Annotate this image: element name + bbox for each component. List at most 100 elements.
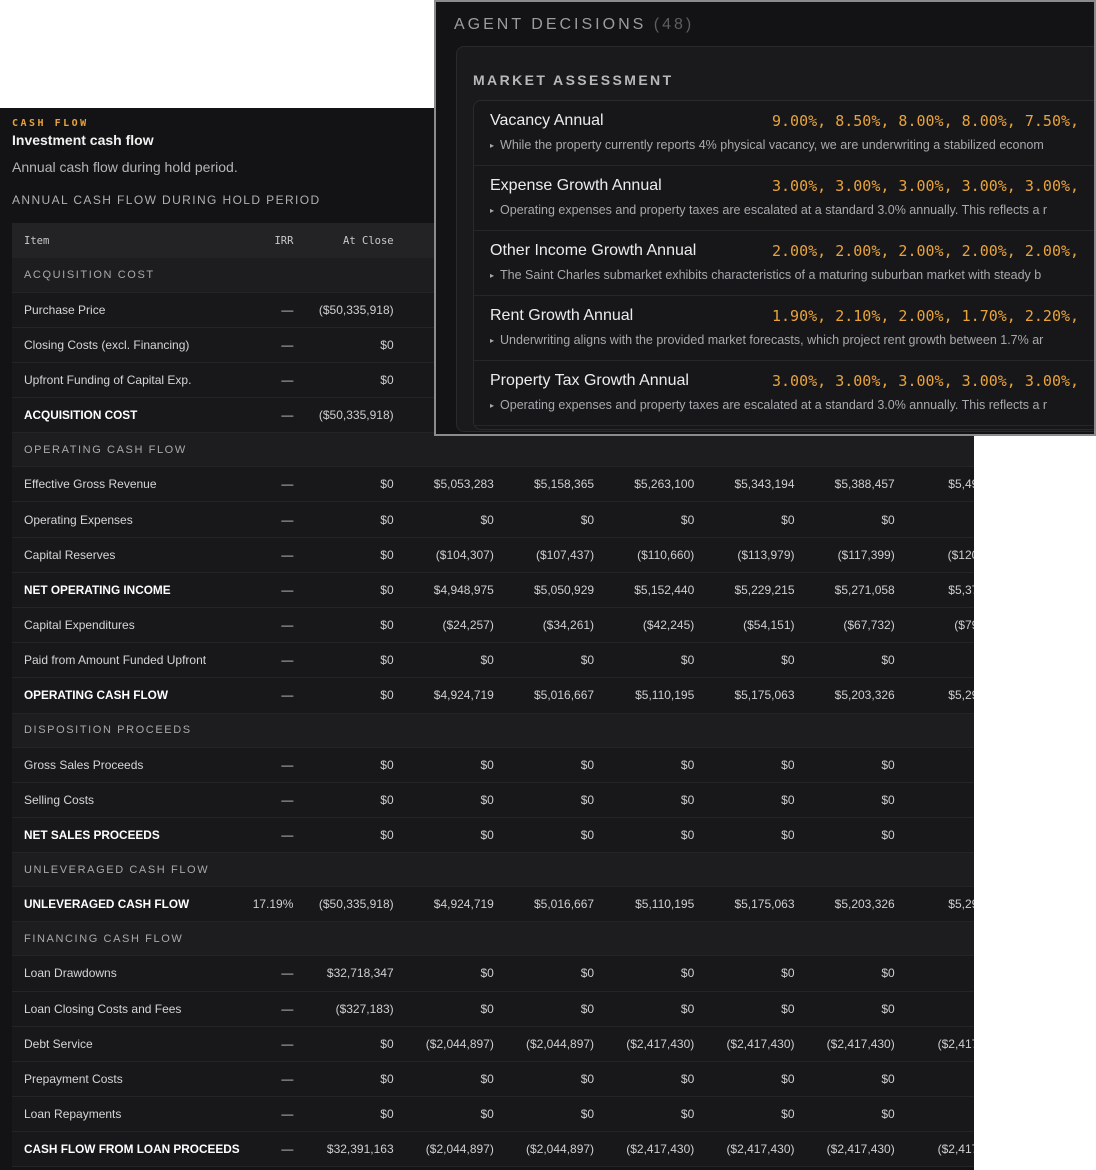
value-cell: ($2,044,897) [425,1142,494,1157]
value-cell: ($120,92 [947,547,974,562]
value-cell: $5,263,100 [634,477,695,492]
expand-triangle-icon[interactable]: ▸ [490,141,495,150]
value-cell: $32,391,163 [326,1142,394,1157]
decision-reason[interactable]: ▸ Underwriting aligns with the provided m… [490,333,1043,347]
decision-item[interactable]: Other Income Growth Annual 2.00%, 2.00%, … [474,231,1094,296]
value-cell: $0 [881,828,895,843]
value-cell: ($2,044,897) [526,1142,595,1157]
agent-decisions-title: AGENT DECISIONS (48) [454,16,694,34]
row-label: Closing Costs (excl. Financing) [24,337,190,352]
table-total-row: NET OPERATING INCOME — $0 $4,948,975 $5,050,… [12,572,974,608]
irr-cell: — [281,1107,294,1122]
row-label: Capital Reserves [24,547,116,562]
value-cell: ($50,335,918) [318,302,394,317]
value-cell: $5,388,457 [834,477,895,492]
expand-triangle-icon[interactable]: ▸ [490,336,495,345]
decision-reason[interactable]: ▸ Operating expenses and property taxes a… [490,398,1047,412]
irr-cell: — [281,477,294,492]
value-cell: ($54,151) [743,618,795,633]
decision-reason[interactable]: ▸ While the property currently reports 4%… [490,138,1044,152]
value-cell: $0 [480,653,494,668]
value-cell: ($2,417,430) [726,1142,795,1157]
expand-triangle-icon[interactable]: ▸ [490,271,495,280]
value-cell: $0 [881,966,895,981]
value-cell: $0 [781,1071,795,1086]
value-cell: $0 [380,792,394,807]
irr-cell: — [281,512,294,527]
value-cell: $5,203,326 [834,688,895,703]
value-cell: $0 [680,1001,695,1016]
irr-cell: — [281,757,294,772]
decision-reason[interactable]: ▸ The Saint Charles submarket exhibits ch… [490,268,1041,282]
value-cell: $0 [580,1001,595,1016]
column-header-item[interactable]: Item [24,234,50,247]
table-total-row: OPERATING CASH FLOW — $0 $4,924,719 $5,016,6… [12,678,974,714]
row-label: CASH FLOW FROM LOAN PROCEEDS [24,1142,240,1157]
value-cell: $0 [680,653,695,668]
value-cell: $5,175,063 [734,897,795,912]
row-label: OPERATING CASH FLOW [24,688,168,703]
value-cell: $5,016,667 [534,897,595,912]
value-cell: $0 [781,828,795,843]
value-cell: ($50,335,918) [318,897,394,912]
irr-cell: — [281,618,294,633]
value-cell: $0 [380,1036,394,1051]
decision-list: Vacancy Annual 9.00%, 8.50%, 8.00%, 8.00%… [473,100,1094,430]
row-label: Loan Closing Costs and Fees [24,1001,182,1016]
value-cell: $0 [480,757,494,772]
section-label: FINANCING CASH FLOW [24,932,184,945]
value-cell: $0 [580,792,595,807]
table-row: Paid from Amount Funded Upfront — $0 $0 $0 $0… [12,643,974,678]
decision-reason-text: Operating expenses and property taxes ar… [500,203,1048,217]
value-cell: $0 [781,757,795,772]
value-cell: $0 [881,792,895,807]
decision-item[interactable]: Rent Growth Annual 1.90%, 2.10%, 2.00%, 1… [474,296,1094,361]
table-row: Loan Closing Costs and Fees — ($327,183) $0… [12,991,974,1027]
value-cell: ($117,399) [837,547,895,562]
irr-cell: — [281,582,294,597]
irr-cell: — [281,547,294,562]
irr-cell: — [281,1001,294,1016]
irr-cell: — [281,688,294,703]
decision-item[interactable]: Vacancy Annual 9.00%, 8.50%, 8.00%, 8.00%… [474,101,1094,166]
agent-decisions-panel: AGENT DECISIONS (48) MARKET ASSESSMENT V… [434,0,1096,436]
value-cell: $4,924,719 [433,897,494,912]
irr-cell: — [281,302,294,317]
value-cell: $0 [881,1001,895,1016]
value-cell: $0 [580,1071,595,1086]
value-cell: ($42,245) [642,618,695,633]
section-header-row: FINANCING CASH FLOW [12,921,974,956]
table-total-row: NET SALES PROCEEDS — $0 $0 $0 $0 $0 $0 [12,817,974,853]
value-cell: $5,374,5 [948,582,974,597]
decision-reason[interactable]: ▸ Operating expenses and property taxes a… [490,203,1047,217]
value-cell: $5,110,195 [635,688,695,703]
value-cell: $5,110,195 [635,897,695,912]
value-cell: $0 [380,653,394,668]
decision-values: 3.00%, 3.00%, 3.00%, 3.00%, 3.00%, [772,372,1080,390]
column-header-at-close[interactable]: At Close [343,234,394,247]
value-cell: $0 [380,828,394,843]
value-cell: $0 [680,1107,695,1122]
table-row: Selling Costs — $0 $0 $0 $0 $0 $0 [12,782,974,818]
expand-triangle-icon[interactable]: ▸ [490,206,495,215]
value-cell [902,817,974,852]
value-cell: ($2,417,430) [626,1036,695,1051]
irr-cell: — [281,1036,294,1051]
expand-triangle-icon[interactable]: ▸ [490,401,495,410]
value-cell: $5,050,929 [534,582,595,597]
decision-item[interactable]: Expense Growth Annual 3.00%, 3.00%, 3.00%… [474,166,1094,231]
decision-item[interactable]: Property Tax Growth Annual 3.00%, 3.00%, … [474,361,1094,426]
table-row: Capital Expenditures — $0 ($24,257) ($34,261… [12,608,974,643]
column-header-irr[interactable]: IRR [274,234,294,247]
value-cell: ($2,417,430) [726,1036,795,1051]
value-cell: $0 [781,512,795,527]
value-cell: ($107,437) [536,547,595,562]
value-cell: $0 [380,337,394,352]
value-cell: $0 [680,1071,695,1086]
table-row: Loan Drawdowns — $32,718,347 $0 $0 $0 $0 $0 [12,956,974,991]
decision-name: Vacancy Annual [490,112,604,129]
value-cell: $0 [480,1001,494,1016]
value-cell: $0 [480,1071,494,1086]
value-cell: $0 [580,757,595,772]
decision-reason-text: The Saint Charles submarket exhibits cha… [500,268,1042,282]
